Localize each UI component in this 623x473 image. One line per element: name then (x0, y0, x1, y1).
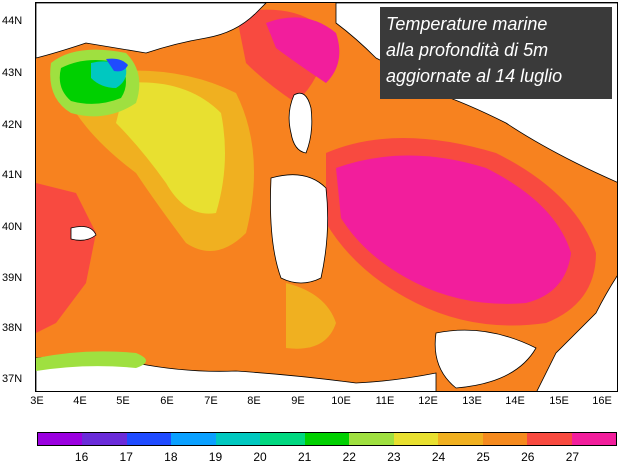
lon-label: 9E (291, 395, 305, 407)
land-sicily (434, 329, 537, 389)
land-calabria (536, 275, 617, 391)
lat-label: 38N (2, 322, 23, 334)
title-line-2: alla profondità di 5m (386, 40, 549, 60)
legend-swatch (304, 433, 350, 445)
lat-label: 41N (2, 169, 23, 181)
legend-swatch (82, 433, 127, 445)
lat-label: 40N (2, 221, 23, 233)
legend-label: 22 (342, 450, 356, 464)
lon-label: 10E (331, 395, 351, 407)
legend-swatch (260, 433, 305, 445)
lon-label: 7E (204, 395, 218, 407)
legend-label: 20 (253, 450, 267, 464)
legend-swatch (38, 433, 83, 445)
legend-label: 25 (476, 450, 490, 464)
sea-blue (106, 58, 128, 72)
legend-label: 27 (565, 450, 580, 464)
lon-label: 6E (160, 395, 174, 407)
legend-swatch (571, 433, 617, 445)
lat-label: 44N (2, 15, 23, 27)
color-legend (37, 432, 617, 446)
lat-label: 39N (2, 272, 23, 284)
lon-label: 13E (462, 395, 482, 407)
legend-label: 18 (164, 450, 178, 464)
lat-label: 42N (2, 119, 23, 131)
legend-swatch (527, 433, 572, 445)
sea-red-west (36, 183, 96, 333)
land-corsica (288, 92, 313, 154)
legend-label: 21 (298, 450, 312, 464)
land-minorca (70, 226, 97, 241)
legend-label: 17 (119, 450, 133, 464)
sea-yellow-west (116, 82, 225, 214)
lon-label: 5E (116, 395, 130, 407)
legend-label: 23 (387, 450, 401, 464)
sea-green-south (36, 351, 146, 371)
legend-label: 26 (521, 450, 535, 464)
lon-label: 12E (418, 395, 438, 407)
legend-label: 19 (208, 450, 223, 464)
legend-swatch (438, 433, 483, 445)
lon-label: 8E (247, 395, 261, 407)
lon-label: 11E (375, 395, 395, 407)
lon-label: 14E (505, 395, 525, 407)
lat-label: 43N (2, 67, 23, 79)
map-canvas (36, 3, 617, 391)
lon-label: 3E (30, 395, 44, 407)
legend-swatch (393, 433, 439, 445)
sea-magenta-tyrrhenian (336, 155, 571, 304)
sea-yellow-south (286, 283, 336, 349)
lat-label: 37N (2, 373, 23, 385)
title-line-1: Temperature marine (386, 14, 548, 34)
legend-swatch (349, 433, 394, 445)
lon-label: 16E (592, 395, 612, 407)
map-title-box: Temperature marine alla profondità di 5m… (380, 7, 612, 99)
legend-swatch (171, 433, 216, 445)
legend-label: 24 (431, 450, 446, 464)
legend-label: 16 (74, 450, 89, 464)
lon-label: 15E (549, 395, 569, 407)
title-line-3: aggiornate al 14 luglio (386, 66, 563, 86)
lon-label: 4E (73, 395, 87, 407)
legend-swatch (126, 433, 172, 445)
legend-swatch (482, 433, 528, 445)
legend-swatch (215, 433, 261, 445)
sea-magenta-ligurian (266, 17, 340, 83)
land-sardinia (270, 174, 329, 284)
land-france (36, 3, 267, 59)
